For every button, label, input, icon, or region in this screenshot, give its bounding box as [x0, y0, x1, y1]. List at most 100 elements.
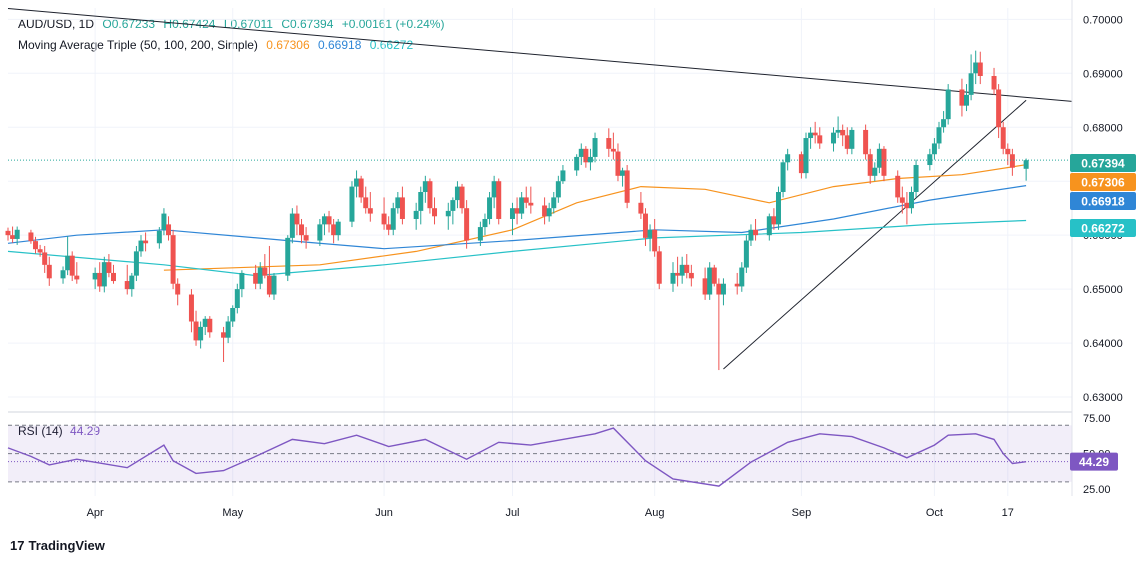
candle: [656, 245, 662, 290]
candle-body: [968, 73, 974, 95]
candle: [542, 197, 548, 225]
candle-body: [161, 213, 167, 230]
candle: [92, 267, 98, 290]
candle: [349, 181, 355, 228]
candle: [239, 270, 245, 298]
candle: [849, 127, 855, 155]
candle-body: [647, 229, 653, 238]
candle: [37, 244, 43, 257]
candle: [647, 224, 653, 252]
candle: [97, 262, 103, 292]
candle-body: [895, 175, 901, 198]
candle-body: [872, 167, 878, 176]
candle: [908, 186, 914, 214]
candle-body: [844, 135, 850, 149]
candle-body: [129, 275, 135, 290]
price-label: 0.66272: [1070, 219, 1136, 237]
rsi-tick-label: 75.00: [1083, 413, 1111, 425]
candle: [395, 192, 401, 214]
candle: [166, 216, 172, 241]
candle: [872, 162, 878, 182]
candle-body: [133, 251, 139, 276]
brand-name: TradingView: [28, 538, 105, 553]
candle-body: [28, 232, 34, 242]
price-tick-label: 0.69000: [1083, 68, 1123, 80]
candle-body: [711, 267, 717, 284]
candle-body: [496, 181, 502, 219]
candle: [381, 197, 387, 230]
candle: [459, 183, 465, 214]
rsi-band: [8, 424, 1072, 483]
candle: [170, 229, 176, 290]
candle: [285, 235, 291, 282]
price-label-box: [1070, 173, 1136, 191]
candle: [124, 264, 130, 295]
price-label-text: 0.67306: [1081, 176, 1125, 190]
candle: [1023, 158, 1029, 181]
candle-body: [156, 230, 162, 244]
candle-body: [193, 321, 199, 341]
candle-body: [60, 270, 66, 279]
candle-body: [803, 138, 809, 174]
candle-body: [840, 129, 846, 136]
candle: [188, 289, 194, 333]
candle-body: [959, 89, 965, 106]
candle: [844, 127, 850, 155]
candle-body: [615, 151, 621, 176]
candle-body: [574, 156, 580, 171]
candle: [42, 245, 48, 273]
price-label-text: 0.67394: [1081, 157, 1125, 171]
candle-body: [913, 165, 919, 193]
candle: [964, 84, 970, 112]
rsi-value-label: 44.29: [70, 424, 101, 438]
ma-line: [7, 185, 1027, 250]
ma-line: [7, 219, 1027, 277]
candle-body: [766, 216, 772, 236]
candle: [551, 192, 557, 214]
candle: [798, 151, 804, 179]
candle-body: [427, 181, 433, 209]
candle-body: [445, 210, 451, 217]
candle: [808, 127, 814, 149]
price-tick-label: 0.63000: [1083, 392, 1123, 404]
candle: [321, 213, 327, 236]
candle: [996, 84, 1002, 139]
candle: [143, 232, 149, 252]
candle: [702, 267, 708, 300]
candle-body: [74, 275, 80, 280]
candle: [638, 192, 644, 219]
candle: [1009, 148, 1015, 176]
candle-body: [97, 272, 103, 287]
candle-body: [876, 148, 882, 168]
candle: [418, 186, 424, 225]
candle: [652, 218, 658, 257]
candle-body: [927, 154, 933, 166]
price-tick-label: 0.65000: [1083, 284, 1123, 296]
trendlines: [7, 8, 1073, 370]
candle: [363, 186, 369, 214]
moving-averages: [7, 164, 1027, 277]
candle: [46, 256, 52, 286]
candle-body: [170, 235, 176, 284]
candle: [973, 50, 979, 85]
candle-body: [835, 129, 841, 133]
candle-body: [652, 229, 658, 252]
candle: [684, 254, 690, 279]
candle-body: [477, 227, 483, 241]
candle-body: [620, 170, 626, 176]
candle-body: [684, 264, 690, 273]
candle: [716, 278, 722, 371]
candle-body: [65, 255, 71, 271]
candle-body: [702, 278, 708, 295]
candle-body: [656, 251, 662, 284]
candle: [620, 167, 626, 187]
candle-body: [487, 197, 493, 219]
candle-body: [454, 186, 460, 201]
candle: [881, 146, 887, 182]
candle: [583, 146, 589, 168]
candle-body: [234, 289, 240, 309]
candle: [454, 181, 460, 209]
candle-body: [592, 138, 598, 157]
candle: [257, 262, 263, 290]
